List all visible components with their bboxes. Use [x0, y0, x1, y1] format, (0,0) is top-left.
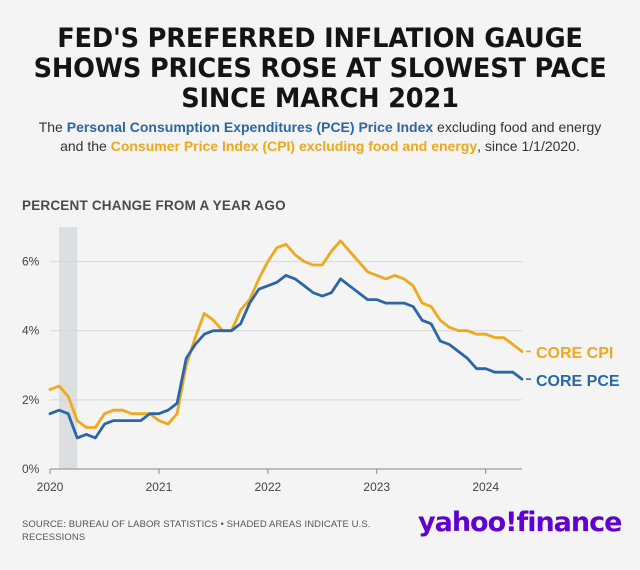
subtitle-pce-name: Personal Consumption Expenditures (PCE) … [66, 119, 434, 135]
x-tick-label: 2020 [37, 480, 64, 494]
subtitle-cpi-name: Consumer Price Index (CPI) excluding foo… [110, 138, 478, 154]
x-tick-label: 2021 [146, 480, 173, 494]
source-note: SOURCE: BUREAU OF LABOR STATISTICS • SHA… [22, 519, 371, 543]
y-axis-title: PERCENT CHANGE FROM A YEAR AGO [22, 198, 286, 213]
chart-subtitle: The Personal Consumption Expenditures (P… [28, 118, 612, 156]
subtitle-text-2: excluding food and energy and the [60, 119, 602, 154]
x-tick-label: 2024 [472, 480, 499, 494]
title-line-1: FED'S PREFERRED INFLATION GAUGE [57, 23, 583, 54]
title-line-2: SHOWS PRICES ROSE AT SLOWEST PACE [33, 53, 607, 84]
series-label-core-pce: CORE PCE [536, 373, 620, 390]
series-label-core-cpi: CORE CPI [536, 345, 613, 362]
title-line-3: SINCE MARCH 2021 [181, 83, 459, 114]
y-tick-label: 4% [22, 324, 40, 338]
x-tick-label: 2023 [363, 480, 390, 494]
series-line-core-cpi [48, 239, 524, 429]
subtitle-text-1: The [38, 119, 67, 135]
subtitle-text-3: , since 1/1/2020. [477, 138, 580, 154]
yahoo-finance-logo: yahoo!finance [418, 507, 622, 538]
chart-title: FED'S PREFERRED INFLATION GAUGE SHOWS PR… [16, 24, 624, 114]
x-tick-label: 2022 [254, 480, 281, 494]
y-tick-label: 2% [22, 393, 40, 407]
y-tick-label: 6% [22, 255, 40, 269]
series-line-core-pce [48, 273, 524, 440]
y-tick-label: 0% [22, 462, 40, 476]
